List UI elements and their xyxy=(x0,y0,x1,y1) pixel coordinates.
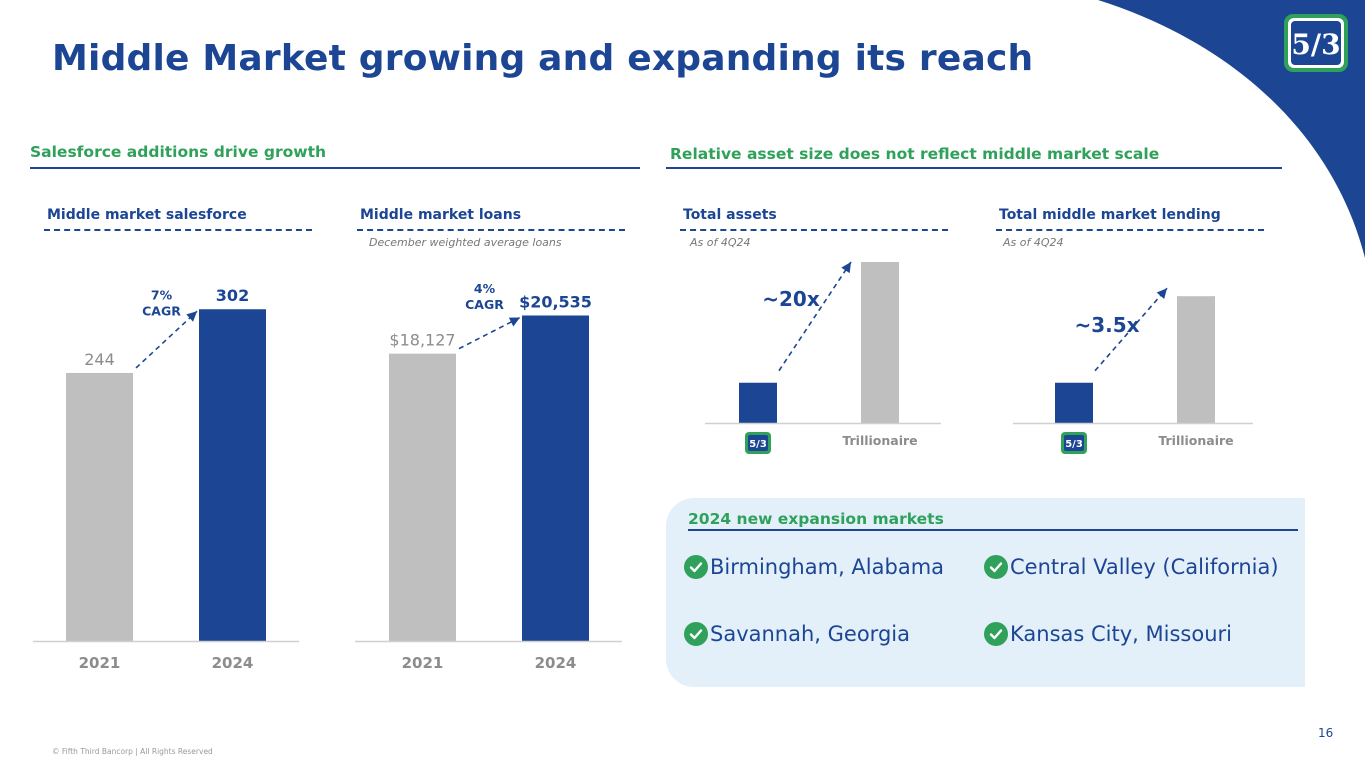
loans-bar-2021 xyxy=(389,353,456,641)
mm_lending-multiple-arrow xyxy=(1094,287,1168,372)
salesforce-data-label: 244 xyxy=(84,350,115,369)
market-item-kansas-city: Kansas City, Missouri xyxy=(984,622,1232,646)
salesforce-chart-title: Middle market salesforce xyxy=(47,207,247,223)
check-icon xyxy=(684,555,708,579)
loans-data-label: $20,535 xyxy=(519,292,592,311)
total_assets-bar-trillionaire xyxy=(861,262,899,423)
total_assets-brand-logo-icon: 5/3 xyxy=(745,432,771,454)
loans-tick-label: 2024 xyxy=(535,654,577,672)
mm_lending-bar-fifth-third xyxy=(1055,382,1093,423)
salesforce-bar-2024 xyxy=(199,309,266,641)
salesforce-growth-arrow-head xyxy=(186,311,197,322)
total_assets-tick-label: Trillionaire xyxy=(842,433,917,448)
salesforce-bar-2021 xyxy=(66,372,133,641)
page-title: Middle Market growing and expanding its … xyxy=(52,38,1034,79)
loans-tick-label: 2021 xyxy=(402,654,444,672)
svg-text:5/3: 5/3 xyxy=(1291,28,1340,61)
loans-cagr-label: CAGR xyxy=(465,297,504,312)
loans-growth-arrow-head xyxy=(508,317,520,327)
assets-title-rule xyxy=(680,229,948,231)
loans-bar-2024 xyxy=(522,315,589,641)
left-section-rule xyxy=(30,167,640,169)
salesforce-tick-label: 2024 xyxy=(212,654,254,672)
salesforce-growth-arrow xyxy=(135,310,198,369)
total_assets-multiple-arrow xyxy=(778,261,852,372)
svg-text:5/3: 5/3 xyxy=(749,439,767,450)
mm_lending-multiple-label: ~3.5x xyxy=(1074,313,1139,337)
loans-chart-subtitle: December weighted average loans xyxy=(369,236,562,249)
right-section-rule xyxy=(666,167,1282,169)
total_assets-multiple-arrow-head xyxy=(841,262,851,274)
market-label: Central Valley (California) xyxy=(1010,555,1279,579)
fifth-third-logo: 5/3 xyxy=(1284,14,1348,72)
market-label: Savannah, Georgia xyxy=(710,622,910,646)
assets-chart-subtitle: As of 4Q24 xyxy=(690,236,751,249)
mm_lending-brand-logo-icon: 5/3 xyxy=(1061,432,1087,454)
loans-data-label: $18,127 xyxy=(389,331,455,350)
loans-growth-arrow xyxy=(458,316,521,350)
check-icon xyxy=(984,555,1008,579)
footer-copyright: © Fifth Third Bancorp | All Rights Reser… xyxy=(52,747,213,756)
market-label: Kansas City, Missouri xyxy=(1010,622,1232,646)
page-number: 16 xyxy=(1318,726,1334,740)
market-label: Birmingham, Alabama xyxy=(710,555,945,579)
salesforce-cagr-value: 7% xyxy=(151,288,173,303)
loans-cagr-value: 4% xyxy=(474,281,496,296)
expansion-markets-rule xyxy=(688,529,1298,531)
assets-chart-title: Total assets xyxy=(683,207,777,223)
mm_lending-multiple-arrow-head xyxy=(1156,288,1167,300)
loans-chart-title: Middle market loans xyxy=(360,207,522,223)
svg-text:5/3: 5/3 xyxy=(1065,439,1083,450)
total_assets-bar-fifth-third xyxy=(739,382,777,423)
check-icon xyxy=(984,622,1008,646)
market-item-birmingham: Birmingham, Alabama xyxy=(684,555,944,579)
lending-chart-title: Total middle market lending xyxy=(999,207,1221,223)
market-item-central-valley: Central Valley (California) xyxy=(984,555,1279,579)
mm_lending-bar-trillionaire xyxy=(1177,296,1215,423)
mm_lending-tick-label: Trillionaire xyxy=(1158,433,1233,448)
left-section-title: Salesforce additions drive growth xyxy=(30,143,327,161)
lending-title-rule xyxy=(996,229,1264,231)
salesforce-tick-label: 2021 xyxy=(79,654,121,672)
check-icon xyxy=(684,622,708,646)
salesforce-title-rule xyxy=(44,229,312,231)
loans-title-rule xyxy=(357,229,625,231)
salesforce-data-label: 302 xyxy=(216,286,249,305)
expansion-markets-title: 2024 new expansion markets xyxy=(688,510,944,528)
salesforce-cagr-label: CAGR xyxy=(142,304,181,319)
total_assets-multiple-label: ~20x xyxy=(762,287,820,311)
market-item-savannah: Savannah, Georgia xyxy=(684,622,910,646)
right-section-title: Relative asset size does not reflect mid… xyxy=(670,145,1160,163)
lending-chart-subtitle: As of 4Q24 xyxy=(1003,236,1064,249)
